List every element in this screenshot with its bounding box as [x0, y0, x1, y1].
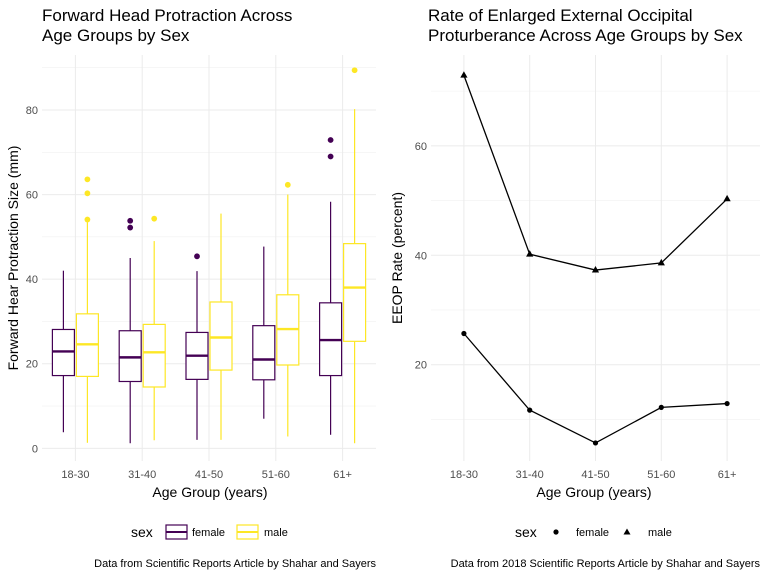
box-iqr — [209, 301, 233, 371]
box-chart-y-ticks: 0 20 40 60 80 — [26, 105, 38, 455]
x-tick-label: 31-40 — [516, 469, 544, 481]
legend-label-male: male — [264, 527, 288, 539]
box-chart-x-ticks: 18-30 31-40 41-50 51-60 61+ — [61, 469, 352, 481]
point-female-18-30 — [461, 330, 467, 337]
x-tick-label: 51-60 — [647, 469, 675, 481]
y-tick-label: 20 — [26, 359, 38, 371]
box-female-61+ — [319, 137, 343, 435]
outlier-point — [151, 215, 158, 222]
box-chart-title-line-2: Age Groups by Sex — [42, 26, 190, 45]
legend-label-male-line: male — [648, 527, 672, 539]
box-iqr — [118, 330, 142, 383]
box-chart-y-axis-title: Forward Hear Protraction Size (mm) — [5, 146, 21, 371]
x-tick-label: 18-30 — [61, 469, 89, 481]
legend-point-male — [623, 528, 631, 535]
x-tick-label: 61+ — [333, 469, 352, 481]
box-male-61+ — [343, 67, 367, 444]
y-tick-label: 40 — [26, 274, 38, 286]
outlier-point — [84, 216, 91, 223]
line-chart-marks — [460, 71, 731, 446]
line-chart-title-line-2: Proturberance Across Age Groups by Sex — [428, 26, 743, 45]
outlier-point — [127, 217, 134, 224]
line-chart-title-line-1: Rate of Enlarged External Occipital — [428, 6, 693, 25]
line-chart-x-axis-title: Age Group (years) — [536, 484, 651, 500]
point-female-41-50 — [592, 440, 599, 446]
box-chart-grid — [42, 55, 376, 461]
x-tick-label: 31-40 — [128, 469, 156, 481]
box-male-18-30 — [75, 176, 100, 443]
x-tick-label: 61+ — [718, 469, 737, 481]
box-female-51-60 — [252, 246, 276, 419]
line-chart-y-axis-title: EEOP Rate (percent) — [389, 192, 405, 324]
outlier-point — [84, 176, 91, 183]
box-male-51-60 — [276, 181, 300, 437]
x-tick-label: 41-50 — [581, 469, 609, 481]
y-tick-label: 60 — [26, 190, 38, 202]
box-female-18-30 — [51, 270, 76, 433]
box-chart-title-line-1: Forward Head Protraction Across — [42, 6, 292, 25]
line-chart-y-ticks: 20 40 60 — [415, 141, 427, 372]
point-female-51-60 — [658, 404, 664, 410]
outlier-point — [327, 153, 334, 160]
outlier-point — [351, 67, 358, 74]
point-female-61+ — [724, 400, 730, 407]
y-tick-label: 40 — [415, 250, 427, 262]
legend-label-female: female — [192, 527, 225, 539]
box-chart-marks — [51, 67, 367, 444]
line-chart-grid — [431, 55, 760, 461]
box-male-41-50 — [209, 213, 233, 440]
line-chart-legend: sex female male — [515, 524, 672, 540]
outlier-point — [127, 224, 134, 231]
box-chart-caption: Data from Scientific Reports Article by … — [94, 558, 376, 570]
legend-key-male — [236, 524, 259, 540]
x-tick-label: 41-50 — [195, 469, 223, 481]
box-female-31-40 — [118, 217, 142, 444]
point-male-41-50 — [591, 266, 600, 273]
x-tick-label: 18-30 — [450, 469, 478, 481]
box-iqr — [142, 323, 166, 388]
x-tick-label: 51-60 — [262, 469, 290, 481]
box-iqr — [343, 243, 367, 342]
box-chart-legend-title: sex — [131, 524, 153, 540]
box-male-31-40 — [142, 215, 166, 441]
y-tick-label: 0 — [32, 443, 38, 455]
legend-key-female — [165, 524, 188, 540]
y-tick-label: 60 — [415, 141, 427, 153]
point-male-51-60 — [657, 258, 665, 266]
outlier-point — [84, 190, 91, 197]
point-male-61+ — [723, 194, 731, 202]
box-chart-x-axis-title: Age Group (years) — [152, 484, 267, 500]
line-chart-caption: Data from 2018 Scientific Reports Articl… — [451, 558, 761, 570]
y-tick-label: 80 — [26, 105, 38, 117]
box-chart-legend: sex female male — [131, 524, 288, 540]
legend-point-female — [553, 529, 559, 535]
point-male-18-30 — [460, 71, 468, 78]
legend-label-female-line: female — [576, 527, 609, 539]
point-female-31-40 — [527, 407, 533, 413]
y-tick-label: 20 — [415, 360, 427, 372]
box-female-41-50 — [185, 253, 209, 440]
outlier-point — [284, 181, 291, 188]
point-male-31-40 — [526, 250, 534, 257]
box-chart-panel: Forward Head Protraction Across Age Grou… — [5, 6, 376, 570]
line-chart-x-ticks: 18-30 31-40 41-50 51-60 61+ — [450, 469, 737, 481]
outlier-point — [194, 253, 200, 260]
line-chart-legend-title: sex — [515, 524, 537, 540]
line-chart-panel: Rate of Enlarged External Occipital Prot… — [389, 6, 761, 570]
box-iqr — [252, 325, 276, 381]
outlier-point — [327, 137, 334, 143]
